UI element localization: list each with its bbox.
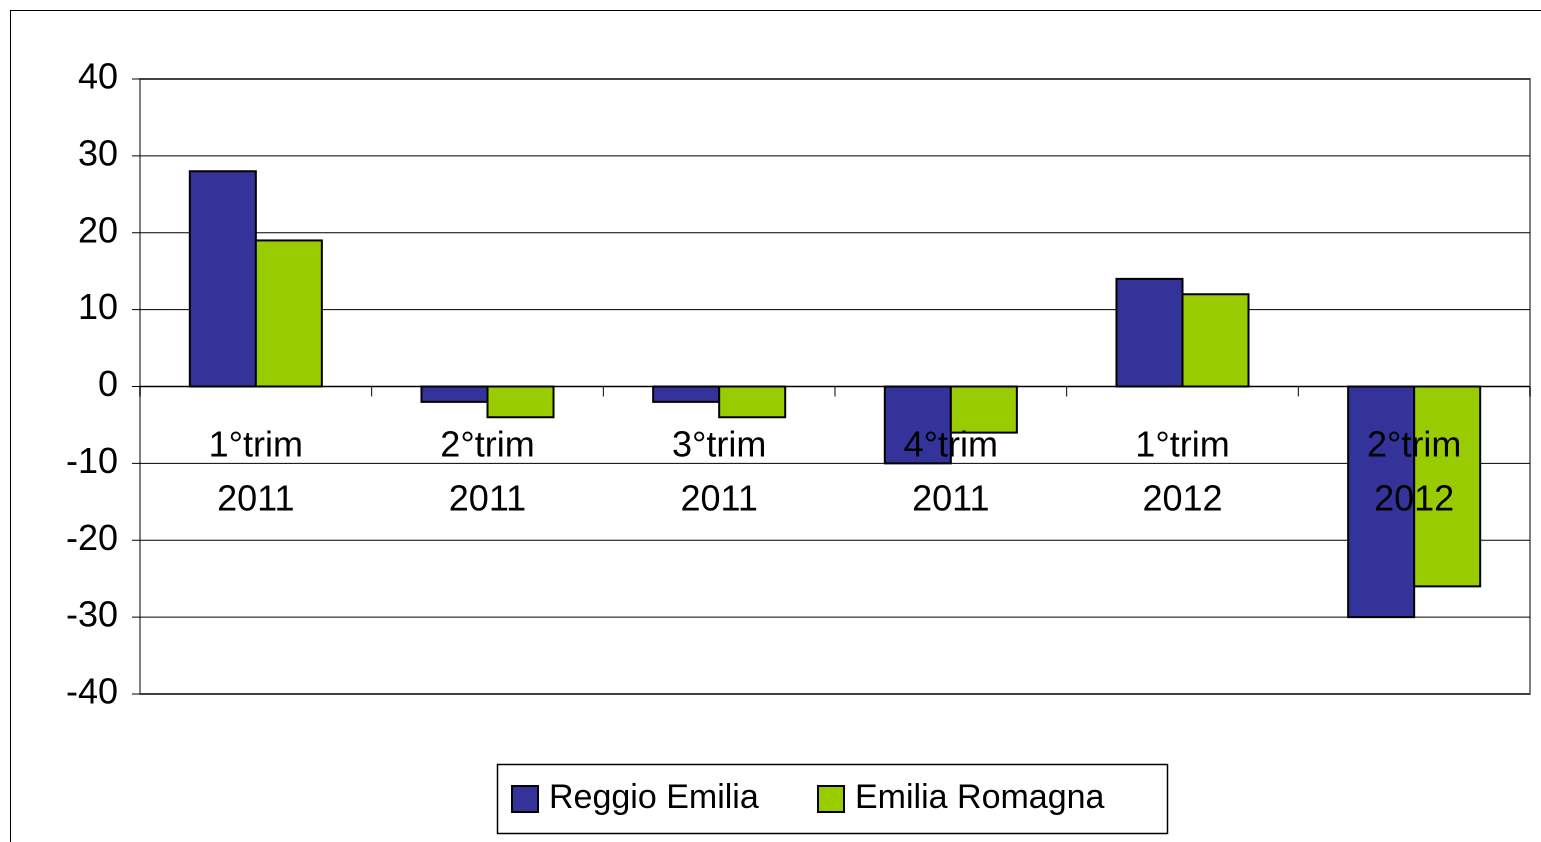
bar <box>949 385 1018 434</box>
x-tick-label: 4°trim <box>904 424 998 465</box>
x-tick-label: 2°trim <box>1367 424 1461 465</box>
x-tick-label: 2012 <box>1142 478 1222 519</box>
bar <box>1413 385 1482 588</box>
legend-swatch <box>511 785 539 813</box>
x-tick-label: 2°trim <box>440 424 534 465</box>
y-tick-label: 10 <box>78 286 118 327</box>
bar <box>883 385 952 465</box>
bar <box>718 385 787 419</box>
x-tick-label: 2011 <box>680 478 757 519</box>
legend-swatch <box>817 785 845 813</box>
x-tick-label: 1°trim <box>209 424 303 465</box>
y-tick-label: -30 <box>66 594 118 635</box>
bar <box>652 385 721 403</box>
y-tick-label: -40 <box>66 671 118 712</box>
x-tick-label: 3°trim <box>672 424 766 465</box>
x-tick-label: 2011 <box>217 478 294 519</box>
x-tick-label: 2012 <box>1374 478 1454 519</box>
y-tick-label: 20 <box>78 209 118 250</box>
y-tick-label: -20 <box>66 517 118 558</box>
y-tick-label: 40 <box>78 56 118 97</box>
bar <box>486 385 555 419</box>
y-tick-label: -10 <box>66 440 118 481</box>
y-tick-label: 30 <box>78 132 118 173</box>
legend-label: Emilia Romagna <box>855 778 1105 816</box>
y-tick-label: 0 <box>98 363 118 404</box>
bar <box>420 385 489 403</box>
legend-label: Reggio Emilia <box>549 778 759 816</box>
x-tick-label: 2011 <box>449 478 526 519</box>
bar <box>1115 277 1184 388</box>
x-tick-label: 2011 <box>912 478 989 519</box>
bar <box>1181 293 1250 388</box>
bar <box>188 170 257 388</box>
bar <box>254 239 323 388</box>
x-tick-label: 1°trim <box>1135 424 1229 465</box>
bar <box>1347 385 1416 619</box>
